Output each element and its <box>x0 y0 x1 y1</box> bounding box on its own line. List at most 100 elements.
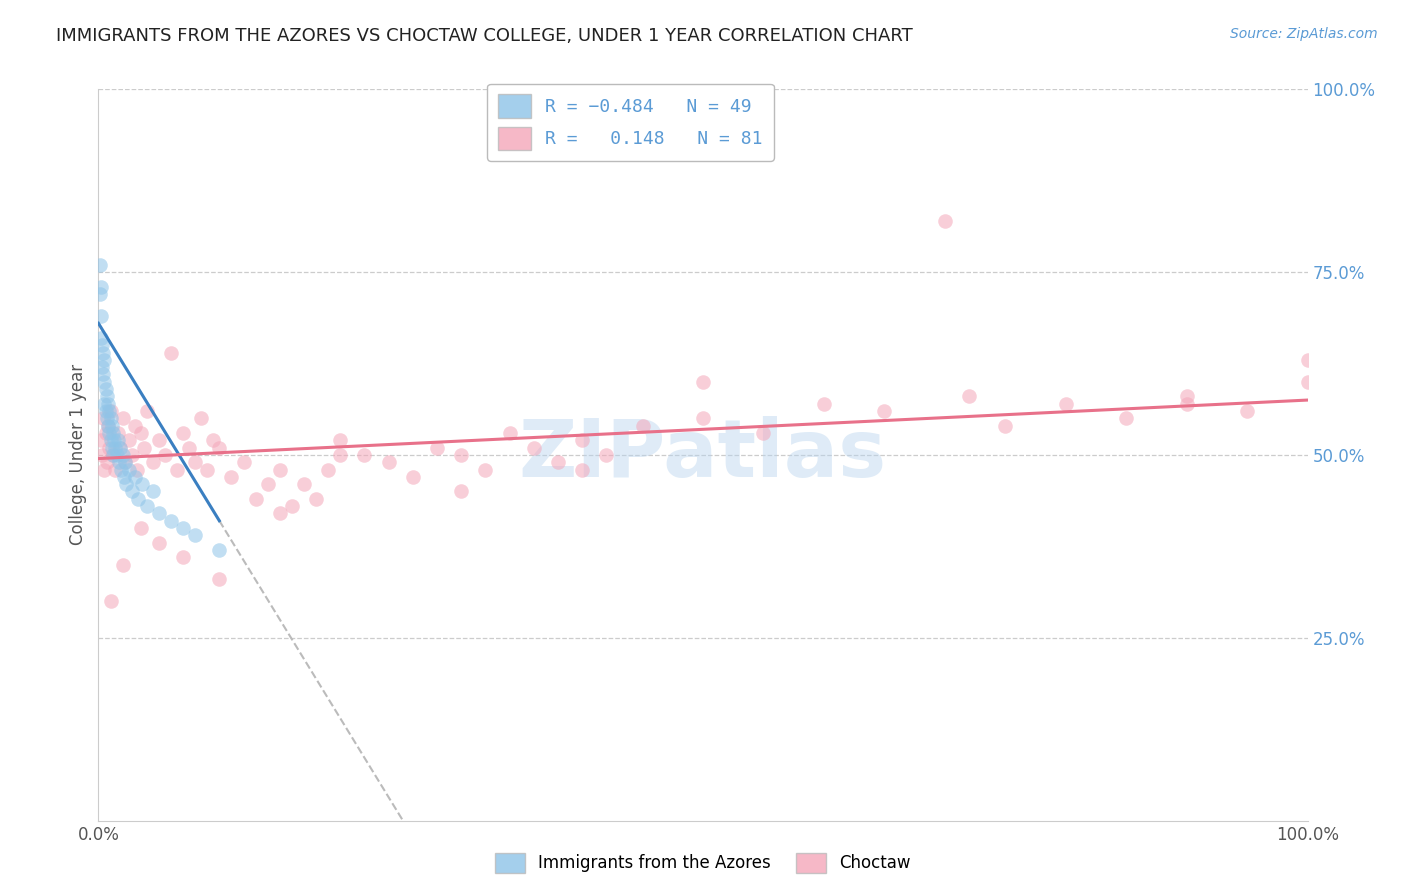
Point <box>100 594 122 608</box>
Point <box>160 345 183 359</box>
Point <box>1175 389 1198 403</box>
Point <box>121 484 143 499</box>
Point <box>94 425 117 440</box>
Point <box>450 448 472 462</box>
Point <box>142 455 165 469</box>
Point <box>91 345 114 359</box>
Point <box>813 397 835 411</box>
Point <box>184 455 207 469</box>
Point <box>90 331 112 345</box>
Point <box>498 425 520 440</box>
Point <box>89 258 111 272</box>
Point <box>108 441 131 455</box>
Point <box>474 462 496 476</box>
Point <box>172 425 194 440</box>
Point <box>135 499 157 513</box>
Point <box>100 404 122 418</box>
Point <box>104 441 127 455</box>
Legend: R = −0.484   N = 49, R =   0.148   N = 81: R = −0.484 N = 49, R = 0.148 N = 81 <box>488 84 773 161</box>
Point <box>269 462 291 476</box>
Point <box>110 462 132 476</box>
Point <box>91 448 114 462</box>
Point <box>450 484 472 499</box>
Point <box>94 382 117 396</box>
Point <box>595 448 617 462</box>
Point <box>131 477 153 491</box>
Point <box>98 441 121 455</box>
Point <box>402 470 425 484</box>
Point <box>90 279 112 293</box>
Point <box>124 418 146 433</box>
Y-axis label: College, Under 1 year: College, Under 1 year <box>69 364 87 546</box>
Point <box>118 434 141 448</box>
Point <box>100 441 122 455</box>
Point <box>114 455 136 469</box>
Point <box>305 491 328 506</box>
Point <box>148 434 170 448</box>
Point <box>101 425 124 440</box>
Point <box>111 411 134 425</box>
Point <box>692 411 714 425</box>
Point <box>1296 352 1319 367</box>
Point <box>101 448 124 462</box>
Point <box>93 352 115 367</box>
Point <box>1296 375 1319 389</box>
Point <box>245 491 267 506</box>
Point <box>179 441 201 455</box>
Point <box>127 462 149 476</box>
Point <box>100 418 122 433</box>
Point <box>142 484 165 499</box>
Point <box>108 441 131 455</box>
Point <box>190 411 212 425</box>
Point <box>426 441 449 455</box>
Point <box>1115 411 1137 425</box>
Point <box>89 287 111 301</box>
Point <box>1054 397 1077 411</box>
Point <box>316 462 339 476</box>
Point <box>172 550 194 565</box>
Text: IMMIGRANTS FROM THE AZORES VS CHOCTAW COLLEGE, UNDER 1 YEAR CORRELATION CHART: IMMIGRANTS FROM THE AZORES VS CHOCTAW CO… <box>56 27 912 45</box>
Point <box>124 470 146 484</box>
Point <box>114 455 136 469</box>
Point <box>752 425 775 440</box>
Point <box>208 572 231 586</box>
Point <box>1175 397 1198 411</box>
Point <box>329 448 352 462</box>
Point <box>692 375 714 389</box>
Point <box>91 338 114 352</box>
Point <box>98 425 121 440</box>
Point <box>134 441 156 455</box>
Point <box>232 455 254 469</box>
Point <box>547 455 569 469</box>
Point <box>269 507 291 521</box>
Point <box>97 418 120 433</box>
Point <box>631 418 654 433</box>
Point <box>93 462 115 476</box>
Point <box>208 441 231 455</box>
Point <box>202 434 225 448</box>
Point <box>957 389 980 403</box>
Point <box>571 462 593 476</box>
Point <box>166 462 188 476</box>
Point <box>115 477 138 491</box>
Point <box>96 411 118 425</box>
Point <box>108 455 131 469</box>
Point <box>96 455 118 469</box>
Point <box>91 411 114 425</box>
Point <box>934 214 956 228</box>
Point <box>107 434 129 448</box>
Point <box>353 448 375 462</box>
Point <box>112 470 135 484</box>
Point <box>93 375 115 389</box>
Point <box>129 521 152 535</box>
Point <box>127 491 149 506</box>
Point <box>1236 404 1258 418</box>
Point <box>104 462 127 476</box>
Point <box>121 448 143 462</box>
Point <box>93 397 115 411</box>
Point <box>172 521 194 535</box>
Point <box>873 404 896 418</box>
Point <box>195 462 218 476</box>
Point <box>91 360 114 375</box>
Point <box>160 514 183 528</box>
